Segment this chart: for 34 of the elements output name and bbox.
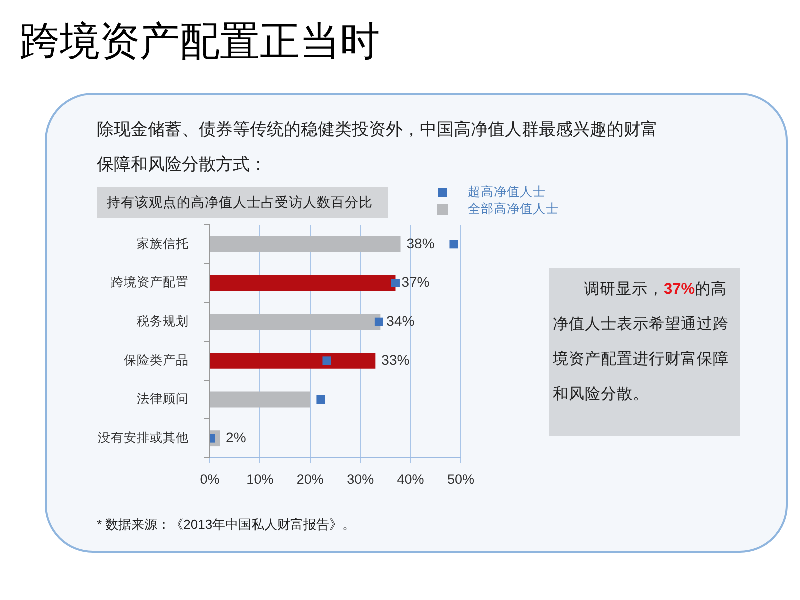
y-tick-label: 跨境资产配置 — [111, 274, 189, 290]
x-tick-label: 10% — [246, 472, 274, 487]
text: * 数据来源：《2013年中国私人财富报告》。 — [97, 516, 356, 534]
legend-label: 全部高净值人士 — [468, 201, 559, 218]
data-label: 2% — [226, 429, 246, 446]
point — [322, 356, 332, 366]
bar — [210, 236, 401, 252]
bar — [210, 314, 381, 330]
x-tick-label: 40% — [397, 472, 424, 487]
data-label: 37% — [402, 274, 430, 290]
bar — [210, 392, 310, 408]
text: 调研显示，37%的高净值人士表示希望通过跨境资产配置进行财富保障和风险分散。 — [549, 268, 740, 436]
x-tick-label: 30% — [347, 472, 374, 487]
data-label: 38% — [406, 235, 435, 252]
x-tick-label: 0% — [200, 472, 220, 487]
chart-subtitle: 除现金储蓄、债券等传统的稳健类投资外，中国高净值人群最感兴趣的财富保障和风险分散方式： — [97, 119, 659, 176]
y-tick-label: 税务规划 — [137, 314, 189, 329]
point — [316, 396, 326, 404]
point — [392, 279, 400, 288]
chart-title: 跨境资产配置正当时 — [20, 18, 380, 66]
text: 持有该观点的高净值人士占受访人数百分比 — [97, 187, 388, 218]
legend-label: 超高净值人士 — [468, 184, 546, 201]
y-tick-label: 保险类产品 — [124, 353, 189, 368]
data-label: 33% — [382, 352, 410, 368]
y-tick-label: 没有安排或其他 — [98, 430, 189, 446]
bar — [210, 352, 376, 369]
y-tick-label: 家族信托 — [137, 236, 189, 251]
data-label: 34% — [386, 312, 415, 329]
x-tick-label: 20% — [296, 472, 324, 487]
point — [450, 240, 458, 249]
x-tick-label: 50% — [447, 472, 475, 487]
bar — [210, 275, 396, 292]
y-tick-label: 法律顾问 — [137, 392, 189, 406]
point — [374, 318, 384, 326]
